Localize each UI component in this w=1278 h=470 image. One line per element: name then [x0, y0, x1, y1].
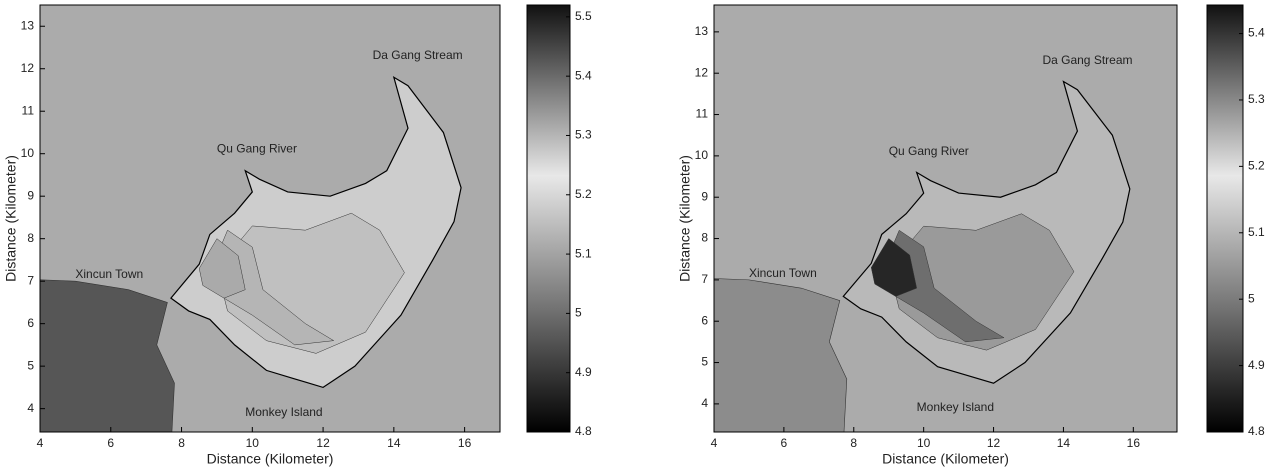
y-tick-label: 4 [27, 401, 34, 415]
x-tick-label: 4 [711, 436, 718, 450]
y-tick-label: 10 [695, 148, 709, 162]
contour [209, 229, 335, 346]
contour [881, 229, 1005, 343]
annotation: Monkey Island [917, 400, 994, 414]
x-axis-label: Distance (Kilometer) [207, 451, 334, 467]
colorbar-tick-label: 5.4 [575, 68, 592, 82]
colorbar-tick-label: 5 [575, 306, 582, 320]
x-tick-label: 8 [850, 436, 857, 450]
y-axis-label: Distance (Kilometer) [3, 155, 19, 282]
x-tick-label: 6 [781, 436, 788, 450]
annotation: Da Gang Stream [1042, 53, 1132, 67]
y-tick-label: 8 [27, 231, 34, 245]
x-tick-label: 10 [246, 436, 260, 450]
y-tick-label: 13 [21, 18, 35, 32]
annotation: Xincun Town [749, 266, 817, 280]
y-tick-label: 10 [21, 146, 35, 160]
contour [198, 238, 246, 299]
x-tick-label: 8 [178, 436, 185, 450]
y-tick-label: 8 [701, 231, 708, 245]
colorbar-tick-label: 5.2 [1248, 159, 1265, 173]
x-tick-label: 6 [107, 436, 114, 450]
y-tick-label: 5 [701, 355, 708, 369]
colorbar-tick-label: 5.4 [1248, 26, 1265, 40]
y-tick-label: 7 [701, 272, 708, 286]
colorbar-tick-label: 5.3 [1248, 92, 1265, 106]
colorbar-tick-label: 5.1 [575, 246, 592, 260]
frame [713, 4, 1178, 433]
y-tick-label: 12 [695, 65, 709, 79]
colorbar-tick-label: 4.8 [1248, 424, 1265, 438]
y-axis-label: Distance (Kilometer) [677, 155, 693, 282]
y-tick-label: 9 [701, 189, 708, 203]
contour [870, 238, 917, 297]
colorbar-tick-label: 4.8 [575, 424, 592, 438]
colorbar-tick-label: 4.9 [575, 365, 592, 379]
y-tick-label: 6 [27, 316, 34, 330]
x-tick-label: 10 [917, 436, 931, 450]
annotation: Da Gang Stream [373, 48, 463, 62]
land [40, 279, 175, 432]
x-tick-label: 4 [37, 436, 44, 450]
y-tick-label: 4 [701, 396, 708, 410]
x-tick-label: 14 [1057, 436, 1071, 450]
x-tick-label: 12 [987, 436, 1001, 450]
y-tick-label: 11 [696, 107, 709, 121]
y-tick-label: 7 [27, 273, 34, 287]
colorbar [526, 4, 571, 433]
y-tick-label: 12 [21, 61, 35, 75]
x-tick-label: 14 [387, 436, 401, 450]
x-tick-label: 12 [316, 436, 330, 450]
colorbar-tick-label: 4.9 [1248, 358, 1265, 372]
y-tick-label: 6 [701, 313, 708, 327]
colorbar-tick-label: 5.5 [575, 9, 592, 23]
annotation: Qu Gang River [889, 144, 969, 158]
colorbar-tick-label: 5.3 [575, 128, 592, 142]
plot-area [40, 5, 500, 432]
plot-area [714, 5, 1177, 432]
x-axis-label: Distance (Kilometer) [882, 451, 1009, 467]
y-tick-label: 13 [695, 24, 709, 38]
colorbar-tick-label: 5.2 [575, 187, 592, 201]
annotation: Monkey Island [245, 405, 322, 419]
land [714, 278, 848, 432]
annotation: Xincun Town [75, 267, 143, 281]
y-tick-label: 11 [22, 103, 35, 117]
y-tick-label: 9 [27, 188, 34, 202]
x-tick-label: 16 [458, 436, 472, 450]
frame [39, 4, 501, 433]
colorbar [1206, 4, 1244, 433]
colorbar-tick-label: 5 [1248, 291, 1255, 305]
y-tick-label: 5 [27, 358, 34, 372]
x-tick-label: 16 [1127, 436, 1141, 450]
colorbar-tick-label: 5.1 [1248, 225, 1265, 239]
annotation: Qu Gang River [217, 142, 297, 156]
